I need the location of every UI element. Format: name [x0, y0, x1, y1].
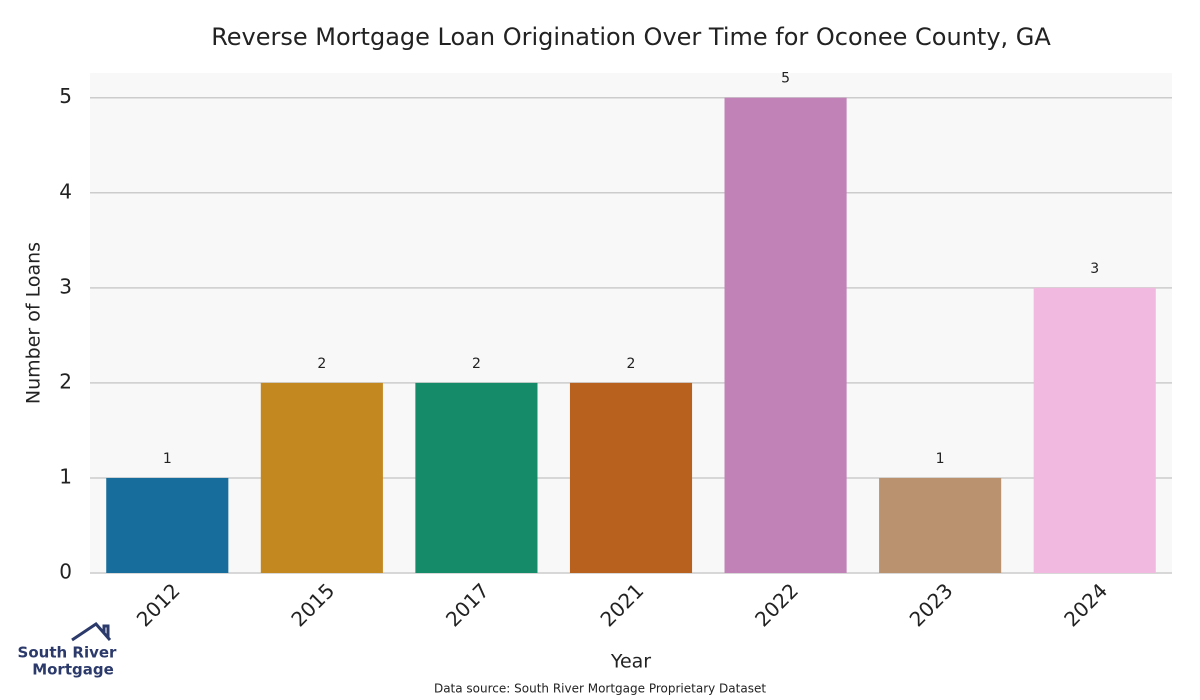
x-tick-label: 2022	[750, 578, 803, 631]
data-label: 2	[317, 356, 326, 372]
y-tick-label: 2	[59, 369, 72, 393]
bar	[1033, 287, 1156, 573]
y-tick-label: 3	[59, 274, 72, 298]
data-label: 1	[936, 451, 945, 467]
bar	[415, 382, 538, 573]
logo-text: Mortgage	[32, 661, 114, 679]
data-label: 2	[472, 356, 481, 372]
bar	[260, 382, 383, 573]
y-tick-label: 5	[59, 84, 72, 108]
bar	[879, 477, 1002, 573]
bar	[569, 382, 693, 573]
data-label: 1	[163, 451, 172, 467]
x-tick-label: 2012	[132, 578, 185, 631]
data-label: 3	[1090, 261, 1099, 277]
logo: South River Mortgage	[18, 622, 118, 679]
logo-text: South River	[18, 644, 118, 662]
chart-title: Reverse Mortgage Loan Origination Over T…	[211, 23, 1051, 51]
x-axis-label: Year	[610, 651, 651, 673]
logo-roof	[71, 622, 112, 642]
x-tick-label: 2017	[441, 578, 494, 631]
y-axis-label: Number of Loans	[23, 242, 45, 404]
bar	[106, 477, 229, 573]
x-tick-label: 2015	[286, 578, 339, 631]
x-tick-label: 2021	[595, 578, 648, 631]
bar	[724, 97, 847, 573]
y-tick-label: 4	[59, 179, 72, 203]
data-label: 5	[781, 71, 790, 87]
y-tick-label: 0	[59, 560, 72, 584]
source-note: Data source: South River Mortgage Propri…	[434, 682, 766, 696]
data-label: 2	[627, 356, 636, 372]
y-tick-label: 1	[59, 464, 72, 488]
x-tick-label: 2023	[905, 578, 958, 631]
x-tick-label: 2024	[1059, 578, 1112, 631]
